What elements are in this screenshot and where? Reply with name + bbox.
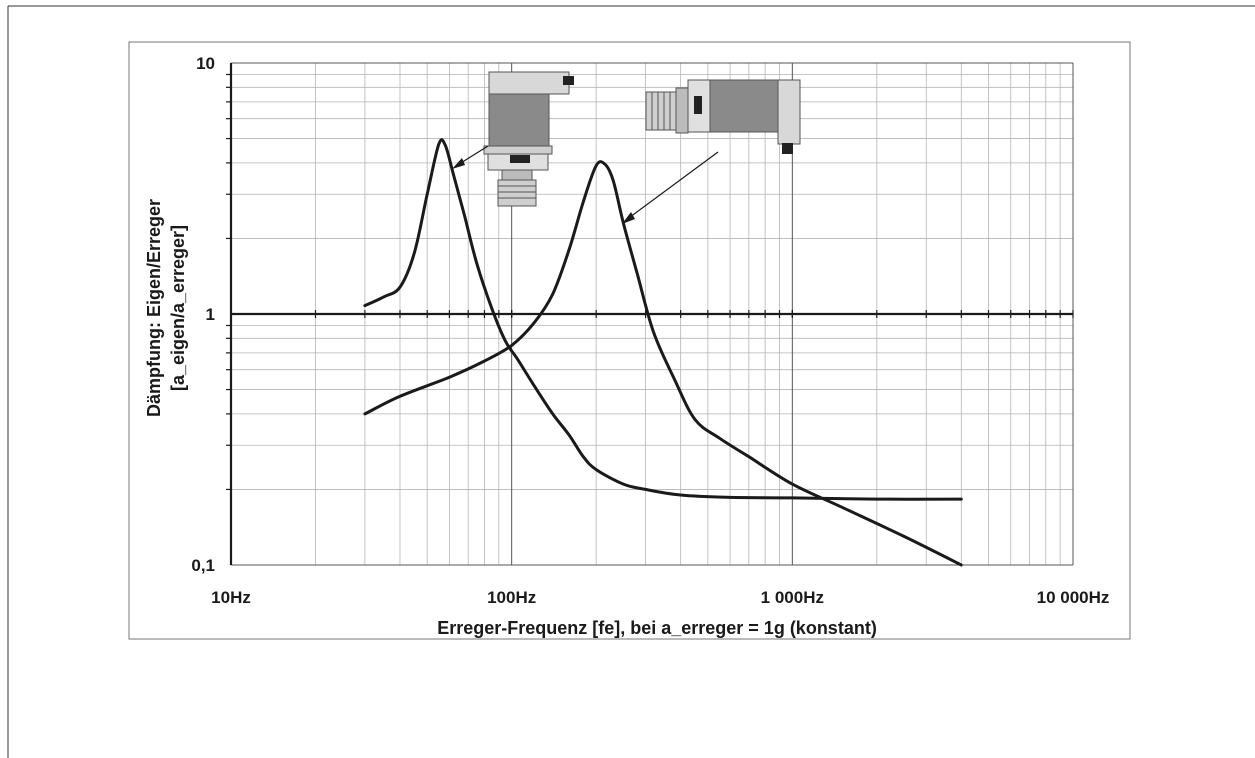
x-tick-label: 10 000Hz	[1037, 588, 1110, 607]
pointer-arrows	[452, 145, 719, 224]
y-axis-title: Dämpfung: Eigen/Erreger [a_eigen/a_erreg…	[144, 199, 188, 417]
y-tick-label: 0,1	[191, 556, 215, 575]
axes	[226, 63, 1074, 565]
y-tick-label: 10	[196, 54, 215, 73]
horizontal-sensor-illustration	[645, 79, 801, 154]
chart-area-border	[128, 41, 1131, 640]
x-tick-label: 1 000Hz	[761, 588, 824, 607]
y-tick-label: 1	[206, 305, 215, 324]
y-axis-label-line1: Dämpfung: Eigen/Erreger	[144, 199, 164, 417]
tick-labels: 10Hz 100Hz 1 000Hz 10 000Hz 0,1 1 10	[191, 54, 1109, 607]
series-line-2	[363, 160, 963, 567]
vertical-sensor-illustration	[483, 71, 574, 207]
y-axis-label-line2: [a_eigen/a_erreger]	[168, 225, 188, 391]
series-group	[363, 138, 963, 567]
series-line-1	[363, 138, 963, 501]
x-tick-label: 100Hz	[487, 588, 536, 607]
x-axis-label: Erreger-Frequenz [fe], bei a_erreger = 1…	[437, 618, 877, 638]
x-tick-label: 10Hz	[211, 588, 251, 607]
